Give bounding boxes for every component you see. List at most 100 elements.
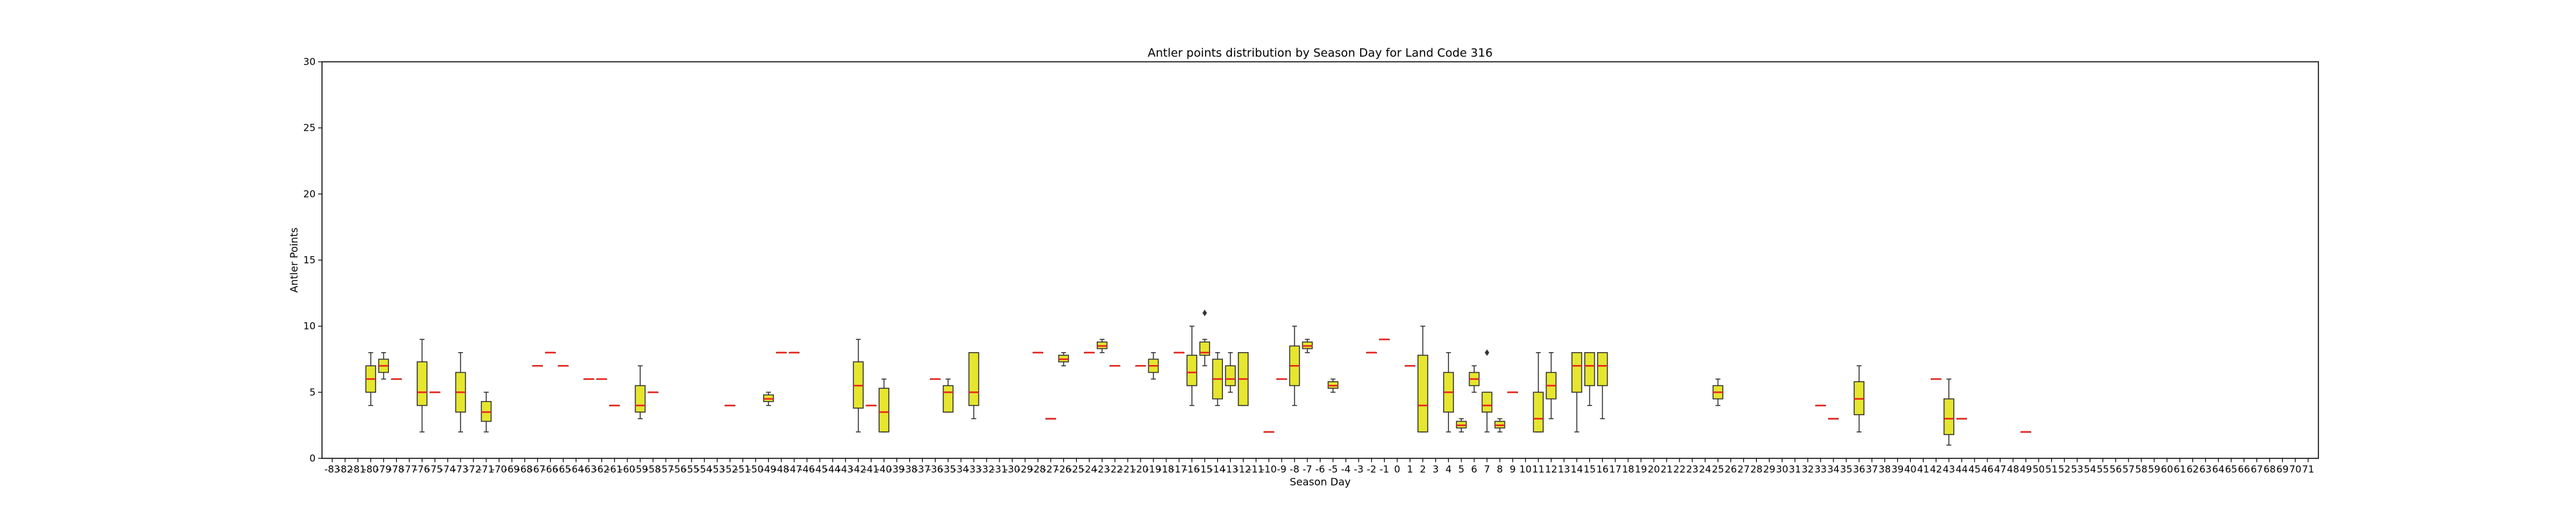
x-tick-label: -62 (594, 464, 610, 475)
x-tick-label: 28 (1750, 464, 1763, 475)
x-tick-label: -68 (517, 464, 533, 475)
box-plot-item (1455, 418, 1467, 433)
box-plot-item (1943, 379, 1955, 446)
x-tick-label: 16 (1596, 464, 1609, 475)
x-tick-label: -31 (992, 464, 1008, 475)
box-plot-item (596, 378, 607, 380)
plot-frame (321, 61, 2319, 459)
x-tick-label: -8 (1290, 464, 1300, 475)
x-tick-label: -33 (966, 464, 982, 475)
x-tick-label: 57 (2123, 464, 2135, 475)
x-tick-label: 43 (1943, 464, 1955, 475)
x-tick-label: 54 (2084, 464, 2096, 475)
box-plot-item (1481, 349, 1493, 433)
x-tick-label: -7 (1303, 464, 1312, 475)
x-tick-label: 44 (1956, 464, 1968, 475)
x-tick-label: 2 (1420, 464, 1426, 475)
x-tick-label: 25 (1712, 464, 1724, 475)
box-plot-item (1828, 418, 1839, 420)
iqr-box (1186, 355, 1198, 386)
iqr-box (417, 361, 428, 406)
x-tick-label: -48 (773, 464, 790, 475)
x-tick-label: 38 (1879, 464, 1891, 475)
x-tick-label: -76 (414, 464, 430, 475)
x-tick-label: -73 (453, 464, 469, 475)
x-tick-label: -79 (375, 464, 392, 475)
x-tick-label: -12 (1235, 464, 1251, 475)
x-tick-label: -78 (388, 464, 404, 475)
x-tick-label: -2 (1367, 464, 1376, 475)
iqr-box (1533, 391, 1544, 433)
x-tick-label: 70 (2289, 464, 2302, 475)
x-tick-label: -18 (1159, 464, 1175, 475)
iqr-box (1417, 355, 1428, 433)
x-tick-label: -54 (696, 464, 712, 475)
x-tick-label: 66 (2238, 464, 2250, 475)
x-tick-label: 18 (1622, 464, 1634, 475)
x-tick-label: 15 (1584, 464, 1596, 475)
x-tick-label: -70 (491, 464, 507, 475)
x-tick-label: 41 (1917, 464, 1929, 475)
box-plot-item (1571, 351, 1582, 433)
x-tick-label: 52 (2058, 464, 2070, 475)
x-tick-label: -1 (1379, 464, 1389, 475)
box-plot-item (1546, 351, 1557, 420)
box-plot-item (647, 391, 659, 393)
x-tick-label: -27 (1043, 464, 1059, 475)
x-tick-label: -19 (1146, 464, 1162, 475)
x-tick-label: 47 (1994, 464, 2006, 475)
x-tick-label: 17 (1609, 464, 1622, 475)
box-plot-item (1276, 378, 1287, 380)
x-tick-label: 60 (2161, 464, 2173, 475)
x-tick-label: 56 (2110, 464, 2122, 475)
iqr-box (1225, 365, 1236, 386)
iqr-box (1481, 391, 1493, 413)
x-tick-label: -10 (1261, 464, 1277, 475)
box-plot-item (942, 379, 954, 413)
box-plot-item (1468, 365, 1480, 393)
x-tick-label: -82 (337, 464, 354, 475)
x-tick-label: 51 (2045, 464, 2058, 475)
x-tick-label: -23 (1094, 464, 1110, 475)
x-tick-label: 20 (1647, 464, 1660, 475)
x-tick-label: 62 (2186, 464, 2199, 475)
box-plot-item (1584, 351, 1595, 406)
box-plot-item (1533, 351, 1544, 433)
x-tick-label: 33 (1814, 464, 1826, 475)
x-tick-label: -83 (325, 464, 341, 475)
x-tick-label: 68 (2264, 464, 2276, 475)
box-plot-item (430, 391, 440, 393)
x-tick-label: 50 (2032, 464, 2045, 475)
x-tick-label: -60 (620, 464, 636, 475)
x-tick-label: -35 (940, 464, 956, 475)
x-tick-label: -20 (1133, 464, 1149, 475)
y-tick-label: 20 (303, 188, 316, 200)
x-tick-label: -13 (1222, 464, 1238, 475)
box-plot-item (391, 378, 402, 380)
x-tick-label: 10 (1519, 464, 1531, 475)
box-plot-item (878, 379, 889, 433)
x-tick-label: 31 (1789, 464, 1801, 475)
x-tick-label: -45 (812, 464, 828, 475)
x-tick-label: 48 (2007, 464, 2019, 475)
box-plot-item (583, 378, 594, 380)
y-axis: 0 5 10 15 20 25 30 (303, 56, 322, 464)
x-tick-label: 36 (1853, 464, 1865, 475)
y-tick-label: 10 (303, 321, 316, 332)
x-tick-label: -51 (735, 464, 751, 475)
x-tick-label: 45 (1969, 464, 1981, 475)
box-plot-item (1045, 418, 1056, 420)
x-tick-label: 6 (1471, 464, 1477, 475)
box-series (365, 310, 2032, 446)
x-tick-label: 46 (1981, 464, 1993, 475)
x-tick-label: -63 (581, 464, 597, 475)
x-tick-label: -36 (927, 464, 943, 475)
x-tick-label: -6 (1316, 464, 1325, 475)
x-tick-label: -71 (478, 464, 495, 475)
x-tick-label: -3 (1354, 464, 1363, 475)
x-tick-label: -17 (1171, 464, 1188, 475)
x-tick-label: -64 (568, 464, 584, 475)
x-tick-label: 71 (2302, 464, 2315, 475)
x-tick-label: -67 (529, 464, 545, 475)
